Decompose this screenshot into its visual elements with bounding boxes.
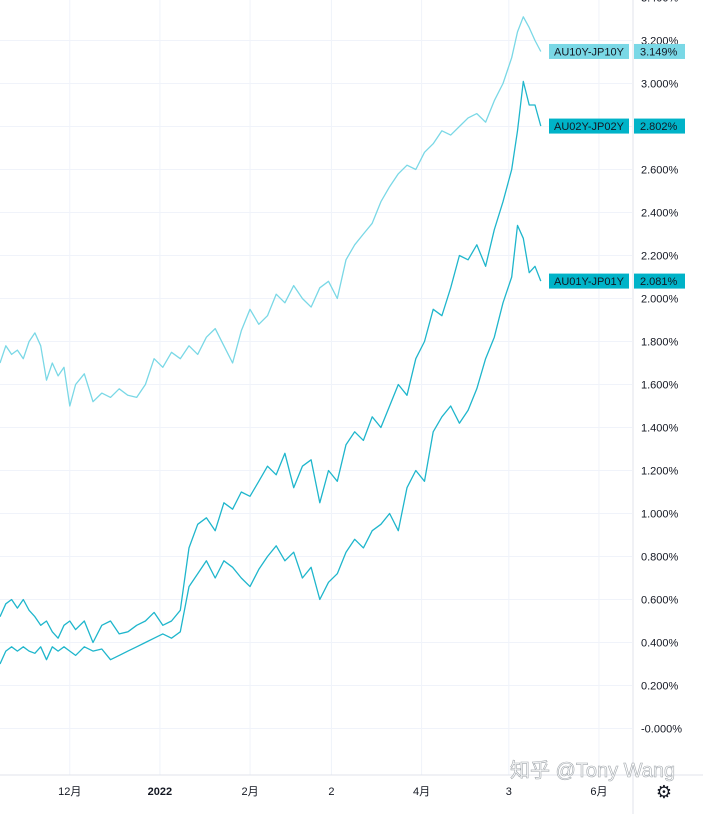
y-tick-label: 2.400% — [641, 208, 679, 220]
y-tick-label: 2.200% — [641, 251, 679, 263]
series-value-tag — [634, 43, 685, 59]
series-name-tag — [549, 273, 629, 289]
series-name-label: AU10Y-JP10Y — [554, 46, 625, 58]
series-name-tag — [549, 43, 629, 59]
series-line-au01y-jp01y — [0, 224, 542, 665]
y-tick-label: 2.600% — [641, 165, 679, 177]
y-tick-label: 1.800% — [641, 337, 679, 349]
series-value-tag — [634, 118, 685, 134]
series-name-tag — [549, 118, 629, 134]
gear-icon[interactable]: ⚙ — [655, 782, 673, 802]
y-tick-label: 1.200% — [641, 466, 679, 478]
series-tag-au10y-jp10y: AU10Y-JP10Y 3.149% — [549, 43, 685, 59]
y-tick-label: 0.800% — [641, 552, 679, 564]
y-tick-label: 2.000% — [641, 294, 679, 306]
y-tick-label: 3.400% — [641, 0, 679, 5]
x-tick-label: 12月 — [58, 786, 81, 798]
x-tick-label: 3 — [506, 786, 512, 798]
series-name-label: AU02Y-JP02Y — [554, 121, 625, 133]
y-tick-label: 0.200% — [641, 681, 679, 693]
series-value-label: 2.081% — [640, 276, 678, 288]
grid — [0, 0, 703, 776]
series-tags: AU10Y-JP10Y 3.149% AU02Y-JP02Y 2.802% AU01Y-… — [549, 43, 685, 289]
price-axis: -0.000% 0.200% 0.400% 0.600% 0.800% 1.000% 1.2… — [641, 0, 682, 736]
y-tick-label: 1.000% — [641, 509, 679, 521]
y-tick-label: 1.600% — [641, 380, 679, 392]
x-tick-label: 2月 — [241, 786, 258, 798]
y-tick-label: -0.000% — [641, 724, 682, 736]
series-tag-au02y-jp02y: AU02Y-JP02Y 2.802% — [549, 118, 685, 134]
series-layer — [0, 16, 542, 665]
x-tick-label: 6月 — [590, 786, 607, 798]
series-tag-au01y-jp01y: AU01Y-JP01Y 2.081% — [549, 273, 685, 289]
series-line-au10y-jp10y — [0, 16, 542, 407]
y-tick-label: 3.000% — [641, 79, 679, 91]
series-value-tag — [634, 273, 685, 289]
series-value-label: 3.149% — [640, 46, 678, 58]
x-tick-label: 4月 — [413, 786, 430, 798]
x-tick-label: 2022 — [148, 786, 172, 798]
y-tick-label: 0.400% — [641, 638, 679, 650]
series-line-au02y-jp02y — [0, 80, 542, 644]
y-tick-label: 0.600% — [641, 595, 679, 607]
series-name-label: AU01Y-JP01Y — [554, 276, 625, 288]
x-tick-label: 2 — [328, 786, 334, 798]
series-value-label: 2.802% — [640, 121, 678, 133]
time-axis: 12月 2022 2月 2 4月 3 6月 — [58, 786, 607, 798]
y-tick-label: 1.400% — [641, 423, 679, 435]
watermark: 知乎 @Tony Wang — [510, 759, 675, 782]
